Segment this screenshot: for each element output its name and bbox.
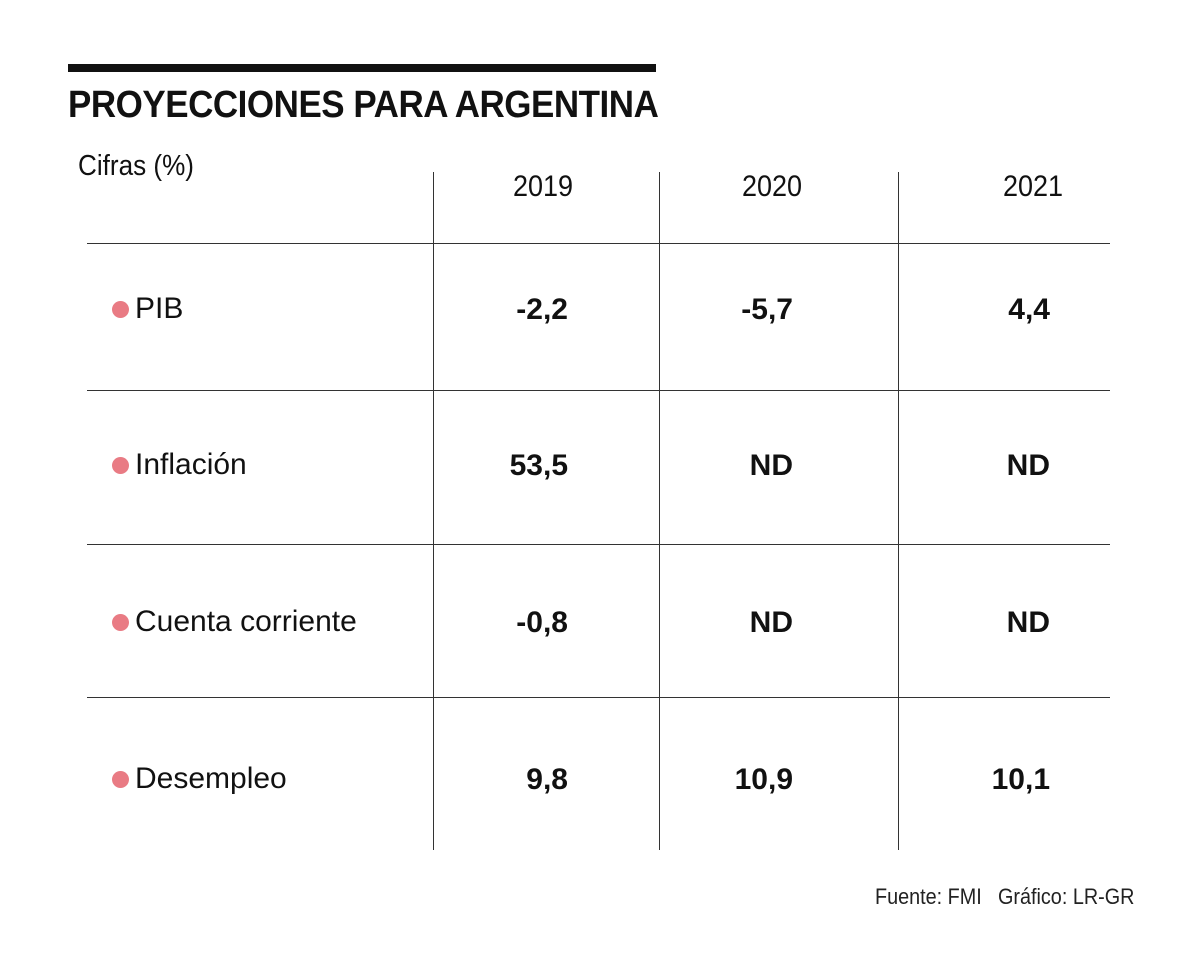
column-header-2021: 2021 [1002, 170, 1064, 203]
table-cell: ND [749, 449, 793, 482]
row-divider [87, 243, 1110, 244]
table-cell: ND [749, 606, 793, 639]
table-cell: 9,8 [526, 763, 568, 796]
column-divider [433, 172, 434, 850]
column-header-2019: 2019 [512, 170, 574, 203]
column-divider [659, 172, 660, 850]
row-divider [87, 544, 1110, 545]
row-divider [87, 697, 1110, 698]
bullet-icon [112, 456, 129, 474]
chart-subtitle: Cifras (%) [78, 150, 195, 182]
credit-note: Gráfico: LR-GR [998, 884, 1135, 909]
table-cell: ND [1006, 606, 1050, 639]
table-cell: 53,5 [509, 449, 568, 482]
row-label: Cuenta corriente [112, 605, 357, 639]
row-label: Desempleo [112, 762, 287, 796]
title-rule [68, 64, 656, 72]
bullet-icon [112, 613, 129, 631]
bullet-icon [112, 770, 129, 788]
table-cell: -0,8 [516, 606, 568, 639]
table-cell: 10,1 [991, 763, 1050, 796]
table-cell: 4,4 [1008, 293, 1050, 326]
column-header-2020: 2020 [741, 170, 803, 203]
chart-title: PROYECCIONES PARA ARGENTINA [68, 84, 659, 126]
row-label-text: PIB [135, 292, 184, 325]
row-label-text: Cuenta corriente [135, 605, 357, 638]
source-note: Fuente: FMI [875, 884, 982, 909]
bullet-icon [112, 300, 129, 318]
table-cell: -5,7 [741, 293, 793, 326]
column-divider [898, 172, 899, 850]
row-divider [87, 390, 1110, 391]
row-label: Inflación [112, 448, 247, 482]
table-cell: ND [1006, 449, 1050, 482]
table-cell: -2,2 [516, 293, 568, 326]
row-label: PIB [112, 292, 183, 326]
row-label-text: Desempleo [135, 762, 287, 795]
table-cell: 10,9 [734, 763, 793, 796]
row-label-text: Inflación [135, 448, 247, 481]
